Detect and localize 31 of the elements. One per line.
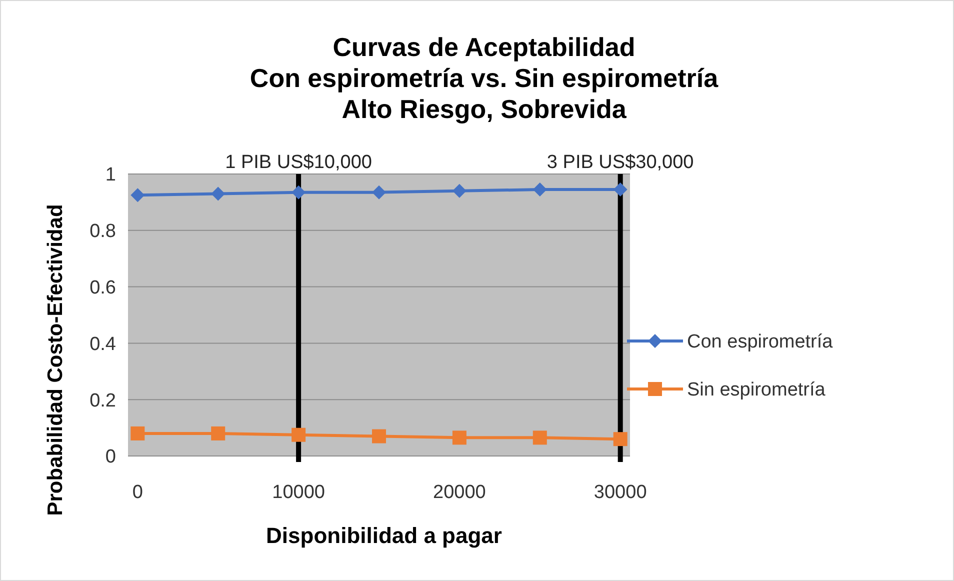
x-axis-title: Disponibilidad a pagar xyxy=(266,523,502,548)
point xyxy=(532,430,547,445)
ref-line-label: 1 PIB US$10,000 xyxy=(225,152,372,173)
point xyxy=(211,426,226,440)
point xyxy=(452,430,466,445)
y-tick-label: 1 xyxy=(105,164,116,186)
x-tick-label: 30000 xyxy=(594,482,647,503)
point xyxy=(452,184,466,198)
point xyxy=(532,182,547,197)
point xyxy=(372,185,386,200)
y-tick-label: 0.6 xyxy=(90,277,116,298)
x-tick-label: 0 xyxy=(132,482,143,503)
point xyxy=(211,186,226,201)
point xyxy=(372,429,386,444)
y-tick-label: 0.8 xyxy=(90,221,116,242)
chart-title: Curvas de Aceptabilidad Con espirometría vs. Sin espirometría Alto Riesgo, Sobrevida xyxy=(250,32,719,124)
legend-label: Sin espirometría xyxy=(687,380,826,401)
legend-label: Con espirometría xyxy=(687,332,834,353)
y-tick-label: 0.4 xyxy=(90,334,116,355)
y-axis-title: Probabilidad Costo-Efectividad xyxy=(44,204,67,516)
ref-line-label: 3 PIB US$30,000 xyxy=(546,152,694,173)
y-tick-label: 0 xyxy=(105,446,116,468)
point xyxy=(613,432,628,446)
point xyxy=(292,428,306,442)
point xyxy=(613,182,628,197)
x-tick-label: 20000 xyxy=(433,482,486,503)
point xyxy=(130,188,145,202)
x-tick-label: 10000 xyxy=(272,482,325,503)
point xyxy=(292,185,306,200)
y-tick-label: 0.2 xyxy=(90,390,116,412)
point xyxy=(130,426,145,440)
